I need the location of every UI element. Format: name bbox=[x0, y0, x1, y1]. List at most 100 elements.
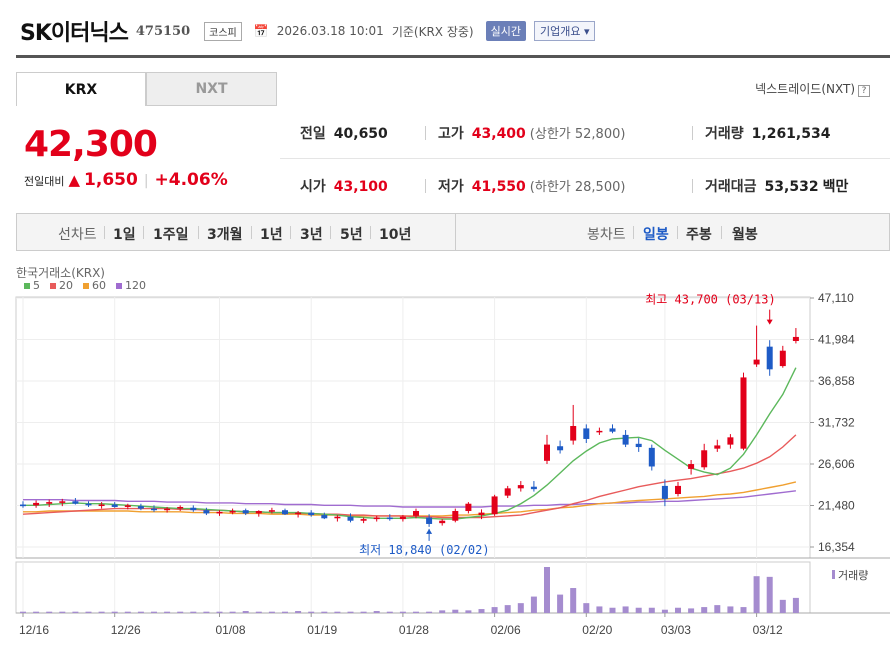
candle-body bbox=[648, 447, 655, 467]
stock-code: 475150 bbox=[135, 23, 191, 39]
stat-open: 시가 43,100 bbox=[300, 176, 388, 196]
candle-body bbox=[740, 377, 747, 449]
volume-bar bbox=[33, 611, 40, 613]
up-arrow-icon: ▲ bbox=[68, 171, 81, 189]
candle-body bbox=[439, 520, 446, 524]
volume-bar bbox=[596, 606, 603, 613]
x-tick-label: 01/19 bbox=[307, 623, 337, 637]
x-tick-label: 02/06 bbox=[491, 623, 521, 637]
candle-body bbox=[124, 505, 131, 507]
candle-body bbox=[98, 504, 105, 507]
x-tick-label: 03/03 bbox=[661, 623, 691, 637]
range-1y[interactable]: 1년 bbox=[260, 227, 283, 243]
y-tick-label: 36,858 bbox=[818, 374, 855, 388]
range-3y[interactable]: 3년 bbox=[300, 227, 323, 243]
stat-divider bbox=[692, 126, 693, 140]
legend-ma60: 60 bbox=[83, 279, 106, 292]
stat-volume: 거래량 1,261,534 bbox=[705, 123, 830, 143]
stat-high-label: 고가 bbox=[438, 126, 464, 142]
volume-bar bbox=[661, 609, 668, 613]
volume-bar bbox=[295, 611, 302, 613]
candle-body bbox=[753, 359, 760, 365]
candle-body bbox=[399, 516, 406, 520]
candle-body bbox=[504, 488, 511, 496]
candle-body bbox=[766, 346, 773, 370]
candle-body bbox=[478, 512, 485, 516]
volume-bar bbox=[124, 611, 131, 613]
toolbar-separator bbox=[721, 226, 722, 239]
range-10y[interactable]: 10년 bbox=[379, 227, 412, 243]
period-daily[interactable]: 일봉 bbox=[643, 227, 669, 243]
stat-lower-limit: (하한가 28,500) bbox=[529, 180, 626, 195]
company-overview-dropdown[interactable]: 기업개요 ▾ bbox=[533, 21, 596, 41]
legend-ma5: 5 bbox=[24, 279, 40, 292]
candle-body bbox=[491, 496, 498, 515]
range-1d[interactable]: 1일 bbox=[113, 227, 136, 243]
candle-body bbox=[373, 517, 380, 520]
volume-bar bbox=[413, 611, 419, 613]
volume-bar bbox=[268, 611, 275, 613]
tab-krx[interactable]: KRX bbox=[16, 72, 146, 106]
volume-bar bbox=[439, 610, 446, 613]
candle-body bbox=[413, 511, 419, 516]
candle-body bbox=[137, 506, 144, 509]
volume-bar bbox=[72, 611, 79, 613]
price-plot-frame bbox=[15, 296, 811, 559]
volume-bar bbox=[386, 611, 393, 613]
legend-ma60-label: 60 bbox=[92, 279, 106, 292]
period-monthly[interactable]: 월봉 bbox=[732, 227, 758, 243]
candle-body bbox=[190, 507, 197, 511]
stat-open-label: 시가 bbox=[300, 179, 326, 195]
y-tick-label: 21,480 bbox=[818, 499, 855, 513]
candle-body bbox=[583, 428, 590, 439]
candle-body bbox=[334, 516, 341, 519]
help-icon[interactable]: ? bbox=[858, 85, 870, 97]
volume-bar bbox=[557, 594, 564, 613]
volume-bar bbox=[111, 611, 118, 613]
toolbar-separator bbox=[104, 226, 105, 239]
candle-body bbox=[779, 350, 786, 367]
period-weekly[interactable]: 주봉 bbox=[686, 227, 712, 243]
change-label: 전일대비 bbox=[24, 175, 65, 188]
chart-source-label: 한국거래소(KRX) bbox=[16, 266, 105, 280]
volume-bar bbox=[347, 611, 354, 613]
volume-bar bbox=[779, 599, 786, 613]
stats-row-divider bbox=[280, 158, 890, 159]
candle-body bbox=[596, 430, 603, 433]
volume-bar bbox=[792, 597, 799, 613]
company-name: SK이터닉스 bbox=[20, 21, 129, 46]
range-5y[interactable]: 5년 bbox=[340, 227, 363, 243]
volume-bar bbox=[177, 611, 184, 613]
nextrade-link[interactable]: 넥스트레이드(NXT)? bbox=[755, 80, 870, 97]
stat-amount-unit: 백만 bbox=[822, 179, 849, 195]
line-chart-button[interactable]: 선차트 bbox=[58, 227, 97, 243]
toolbar-separator bbox=[677, 226, 678, 239]
chevron-down-icon: ▾ bbox=[583, 25, 590, 38]
range-3m[interactable]: 3개월 bbox=[207, 227, 243, 243]
volume-bar bbox=[622, 606, 629, 613]
volume-plot-frame bbox=[15, 561, 811, 614]
volume-bar bbox=[308, 611, 315, 613]
volume-bar bbox=[635, 607, 642, 613]
stat-low-label: 저가 bbox=[438, 179, 464, 195]
company-overview-label: 기업개요 bbox=[539, 25, 581, 38]
toolbar-separator bbox=[143, 226, 144, 239]
volume-bar bbox=[570, 588, 577, 613]
volume-bar bbox=[334, 611, 341, 613]
volume-bar bbox=[373, 611, 380, 613]
stat-prev-label: 전일 bbox=[300, 126, 326, 142]
stat-high-value: 43,400 bbox=[471, 126, 526, 142]
tab-nxt[interactable]: NXT bbox=[146, 72, 277, 106]
volume-bar bbox=[465, 610, 472, 613]
realtime-button[interactable]: 실시간 bbox=[485, 21, 526, 41]
range-1w[interactable]: 1주일 bbox=[153, 227, 189, 243]
candle-body bbox=[111, 504, 118, 507]
candle-body bbox=[59, 501, 66, 503]
volume-bar bbox=[360, 611, 367, 613]
candle-chart-button[interactable]: 봉차트 bbox=[587, 227, 626, 243]
volume-bar bbox=[675, 607, 681, 613]
volume-bar bbox=[164, 611, 171, 613]
volume-bar bbox=[151, 611, 157, 613]
moving-average-ma120 bbox=[23, 490, 796, 508]
candle-body bbox=[622, 434, 629, 445]
